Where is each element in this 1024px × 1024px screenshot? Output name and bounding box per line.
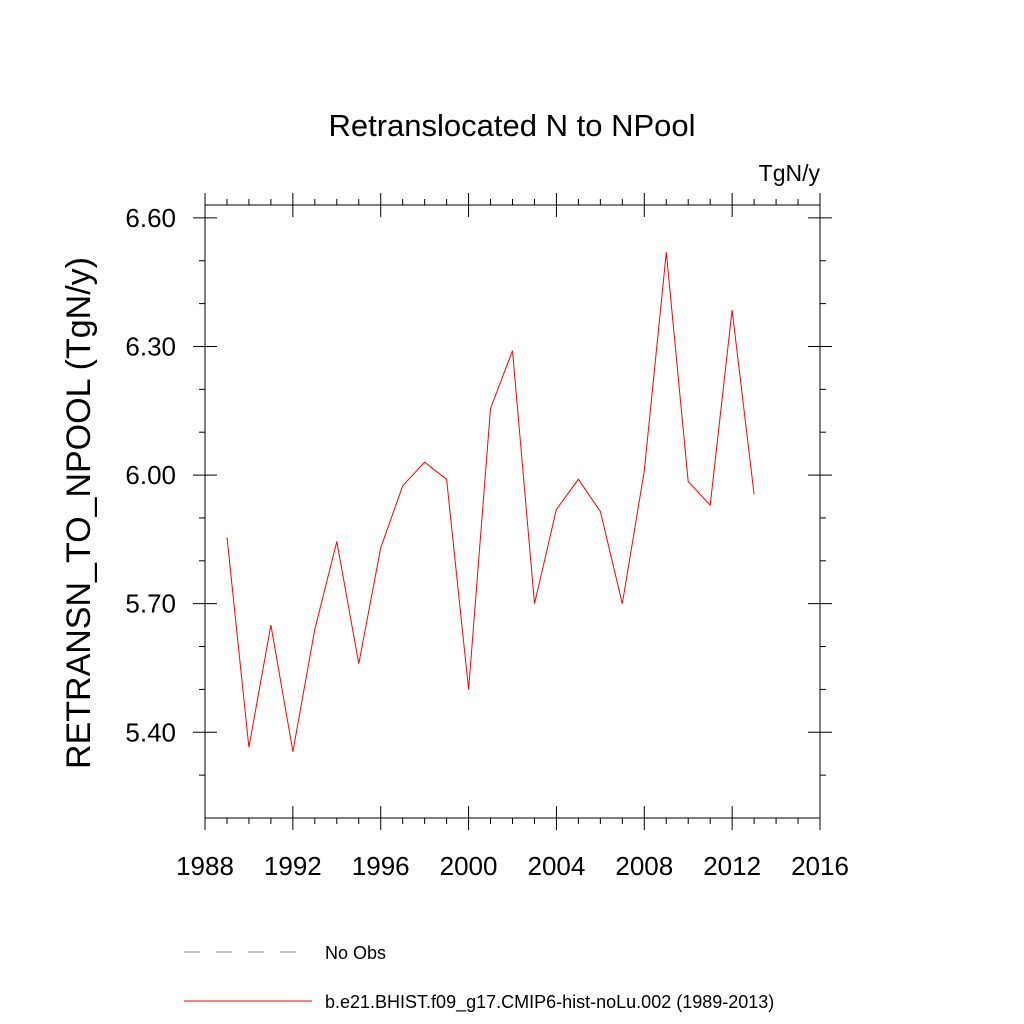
x-tick-label: 2004: [528, 851, 586, 881]
x-tick-label: 1988: [176, 851, 234, 881]
x-tick-label: 2016: [791, 851, 849, 881]
legend-label: b.e21.BHIST.f09_g17.CMIP6-hist-noLu.002 …: [325, 992, 774, 1013]
x-tick-label: 2000: [440, 851, 498, 881]
legend: No Obs b.e21.BHIST.f09_g17.CMIP6-hist-noL…: [184, 943, 774, 1013]
x-tick-label: 1996: [352, 851, 410, 881]
legend-label: No Obs: [325, 943, 386, 963]
series-line: [226, 252, 755, 752]
x-tick-labels: 1988 1992 1996 2000 2004 2008 2012 2016: [176, 851, 849, 881]
y-tick-label: 5.40: [125, 717, 176, 747]
series-layer: [226, 252, 755, 752]
x-tick-label: 2012: [703, 851, 761, 881]
x-tick-label: 2008: [615, 851, 673, 881]
y-tick-label: 6.60: [125, 203, 176, 233]
x-tick-label: 1992: [264, 851, 322, 881]
y-tick-label: 6.30: [125, 331, 176, 361]
y-tick-label: 5.70: [125, 589, 176, 619]
y-tick-labels: 5.40 5.70 6.00 6.30 6.60: [125, 203, 176, 747]
y-tick-label: 6.00: [125, 460, 176, 490]
axis-ticks: [193, 193, 832, 830]
chart-title: Retranslocated N to NPool: [328, 108, 695, 143]
units-label: TgN/y: [759, 160, 821, 186]
y-axis-label: RETRANSN_TO_NPOOL (TgN/y): [60, 257, 98, 769]
